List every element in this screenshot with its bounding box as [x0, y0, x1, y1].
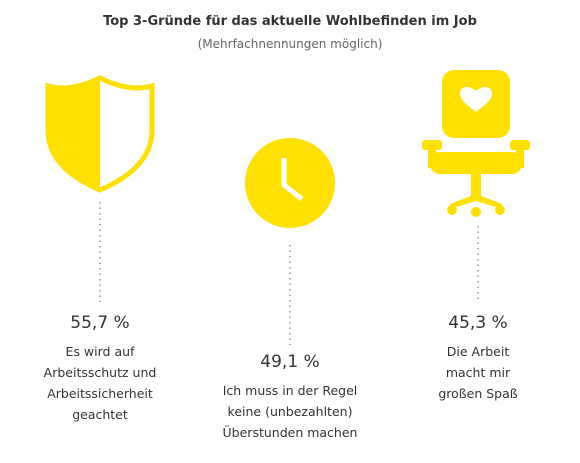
reason-text: macht mir	[445, 365, 511, 380]
subtitle: (Mehrfachnennungen möglich)	[197, 37, 383, 51]
title: Top 3-Gründe für das aktuelle Wohlbefind…	[103, 14, 477, 29]
clock-icon	[245, 138, 335, 228]
shield-icon	[45, 75, 155, 193]
percentage: 49,1 %	[260, 352, 320, 372]
reason-text: keine (unbezahlten)	[227, 404, 353, 419]
percentage: 55,7 %	[70, 313, 130, 333]
percentage: 45,3 %	[448, 313, 508, 333]
reason-text: Es wird auf	[65, 344, 135, 359]
reason-text: Die Arbeit	[446, 344, 510, 359]
reason-text: Arbeitsschutz und	[43, 365, 157, 380]
reason-text: Arbeitssicherheit	[47, 386, 153, 401]
chair-icon	[422, 70, 530, 217]
reason-text: großen Spaß	[438, 386, 518, 401]
reason-text: geachtet	[72, 407, 128, 422]
reason-text: Ich muss in der Regel	[222, 383, 358, 398]
reason-text: Überstunden machen	[222, 425, 358, 440]
